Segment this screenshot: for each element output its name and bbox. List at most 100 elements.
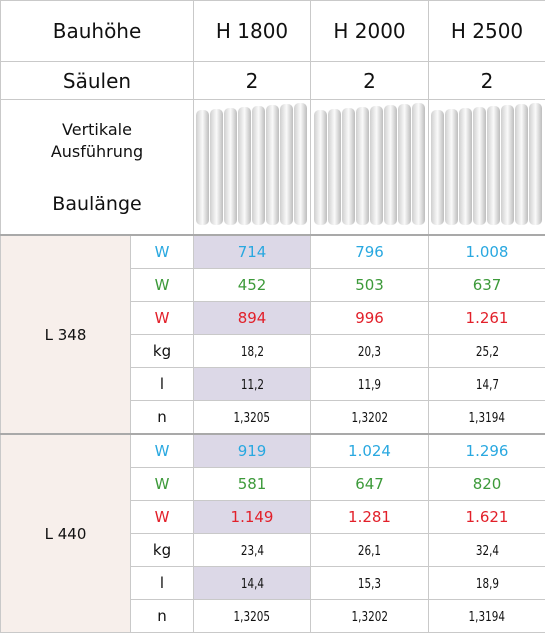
unit-cell: W (131, 434, 194, 468)
value-text: 1,3194 (469, 610, 505, 625)
value-text: 1.296 (466, 442, 509, 460)
value-cell: 11,2 (194, 368, 311, 401)
unit-cell: n (131, 401, 194, 435)
unit-cell: l (131, 368, 194, 401)
columns-cell: 2 (429, 62, 545, 100)
value-text: 796 (355, 243, 384, 261)
value-cell: 1,3202 (311, 401, 429, 435)
header-cell: H 1800 (194, 1, 311, 62)
value-text: 503 (355, 276, 384, 294)
header-label: Bauhöhe (1, 1, 194, 62)
value-cell: 1.296 (429, 434, 545, 468)
page: {"header": {"label": "Bauhöhe", "columns… (0, 0, 545, 631)
value-text: 23,4 (240, 544, 263, 559)
value-cell: 18,9 (429, 567, 545, 600)
value-text: 647 (355, 475, 384, 493)
columns-cell: 2 (311, 62, 429, 100)
radiator-image (196, 100, 308, 230)
value-cell: 796 (311, 235, 429, 269)
unit-cell: n (131, 600, 194, 633)
value-text: 1.621 (466, 508, 509, 526)
image-cell (194, 100, 311, 236)
unit-cell: W (131, 235, 194, 269)
group-label: L 348 (1, 235, 131, 434)
value-cell: 503 (311, 269, 429, 302)
value-text: 25,2 (475, 345, 498, 360)
value-cell: 637 (429, 269, 545, 302)
image-cell (429, 100, 545, 236)
value-text: 714 (238, 243, 267, 261)
value-text: 14,4 (240, 577, 263, 592)
value-cell: 26,1 (311, 534, 429, 567)
value-text: 1.281 (348, 508, 391, 526)
value-text: 1,3202 (351, 411, 387, 426)
value-cell: 32,4 (429, 534, 545, 567)
value-text: 18,9 (475, 577, 498, 592)
value-text: 11,9 (358, 378, 381, 393)
value-cell: 1,3205 (194, 401, 311, 435)
value-text: 18,2 (240, 345, 263, 360)
spec-table: BauhöheH 1800H 2000H 2500Säulen222Vertik… (0, 0, 545, 633)
value-text: 1.024 (348, 442, 391, 460)
value-text: 1.149 (231, 508, 274, 526)
value-cell: 1,3205 (194, 600, 311, 633)
value-cell: 1,3202 (311, 600, 429, 633)
image-row: Vertikale Ausführung Baulänge (1, 100, 545, 236)
value-cell: 18,2 (194, 335, 311, 368)
value-cell: 820 (429, 468, 545, 501)
value-text: 996 (355, 309, 384, 327)
value-cell: 1.008 (429, 235, 545, 269)
columns-label: Säulen (1, 62, 194, 100)
value-text: 1,3205 (234, 610, 270, 625)
value-text: 14,7 (475, 378, 498, 393)
value-cell: 581 (194, 468, 311, 501)
value-text: 452 (238, 276, 267, 294)
value-cell: 919 (194, 434, 311, 468)
value-cell: 11,9 (311, 368, 429, 401)
length-label: Baulänge (1, 193, 193, 215)
image-cell (311, 100, 429, 236)
value-text: 1,3202 (351, 610, 387, 625)
unit-cell: W (131, 302, 194, 335)
value-cell: 1,3194 (429, 600, 545, 633)
value-text: 820 (473, 475, 502, 493)
value-cell: 20,3 (311, 335, 429, 368)
unit-cell: kg (131, 534, 194, 567)
value-text: 1,3205 (234, 411, 270, 426)
radiator-image (431, 100, 543, 230)
value-text: 15,3 (358, 577, 381, 592)
value-text: 1.008 (466, 243, 509, 261)
group-label: L 440 (1, 434, 131, 633)
image-label: Vertikale Ausführung Baulänge (1, 100, 194, 236)
columns-cell: 2 (194, 62, 311, 100)
orientation-label: Vertikale Ausführung (47, 119, 147, 163)
value-cell: 25,2 (429, 335, 545, 368)
value-cell: 1,3194 (429, 401, 545, 435)
value-text: 919 (238, 442, 267, 460)
unit-cell: W (131, 269, 194, 302)
unit-cell: l (131, 567, 194, 600)
value-text: 11,2 (240, 378, 263, 393)
value-text: 637 (473, 276, 502, 294)
value-cell: 714 (194, 235, 311, 269)
value-cell: 647 (311, 468, 429, 501)
header-cell: H 2500 (429, 1, 545, 62)
value-cell: 1.149 (194, 501, 311, 534)
value-cell: 1.281 (311, 501, 429, 534)
value-text: 894 (238, 309, 267, 327)
value-cell: 1.621 (429, 501, 545, 534)
value-text: 26,1 (358, 544, 381, 559)
value-cell: 996 (311, 302, 429, 335)
value-cell: 14,7 (429, 368, 545, 401)
radiator-image (314, 100, 426, 230)
unit-cell: W (131, 501, 194, 534)
value-text: 32,4 (475, 544, 498, 559)
value-text: 581 (238, 475, 267, 493)
unit-cell: W (131, 468, 194, 501)
value-cell: 14,4 (194, 567, 311, 600)
value-cell: 15,3 (311, 567, 429, 600)
